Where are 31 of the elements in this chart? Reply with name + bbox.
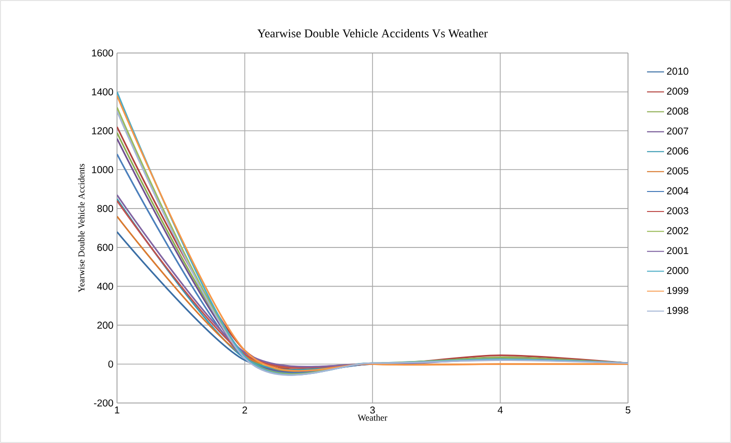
y-tick-label: -200 — [94, 399, 114, 407]
y-tick-label: 200 — [97, 322, 114, 329]
x-tick-label: 4 — [498, 406, 503, 414]
legend-label: 2004 — [667, 187, 688, 194]
y-tick-label: 0 — [108, 360, 114, 368]
legend-label: 2009 — [667, 88, 688, 95]
y-tick-label: 600 — [97, 244, 114, 251]
legend-label: 1998 — [667, 306, 688, 314]
y-axis-title: Yearwise Double Vehicle Accidents — [78, 164, 84, 292]
legend-label: 1999 — [667, 286, 688, 294]
legend-label: 2001 — [667, 247, 688, 254]
chart-title: Yearwise Double Vehicle Accidents Vs Weather — [257, 29, 488, 38]
x-tick-label: 5 — [626, 406, 630, 414]
x-axis-title: Weather — [358, 414, 388, 421]
x-tick-label: 1 — [115, 406, 120, 414]
y-tick-label: 1000 — [92, 166, 114, 174]
legend-label: 2005 — [667, 167, 688, 174]
x-tick-label: 3 — [370, 406, 375, 414]
legend-label: 2000 — [667, 267, 688, 274]
y-tick-label: 1600 — [92, 49, 114, 57]
legend-label: 2008 — [667, 108, 688, 115]
y-tick-label: 800 — [97, 205, 114, 212]
legend-label: 2006 — [667, 147, 688, 154]
y-tick-label: 400 — [97, 282, 114, 290]
legend-label: 2007 — [667, 127, 688, 135]
legend-label: 2003 — [667, 207, 688, 214]
legend-label: 2002 — [667, 227, 688, 234]
x-tick-label: 2 — [242, 406, 248, 414]
y-tick-label: 1400 — [92, 88, 114, 96]
legend-label: 2010 — [667, 68, 688, 75]
y-tick-label: 1200 — [92, 127, 114, 134]
